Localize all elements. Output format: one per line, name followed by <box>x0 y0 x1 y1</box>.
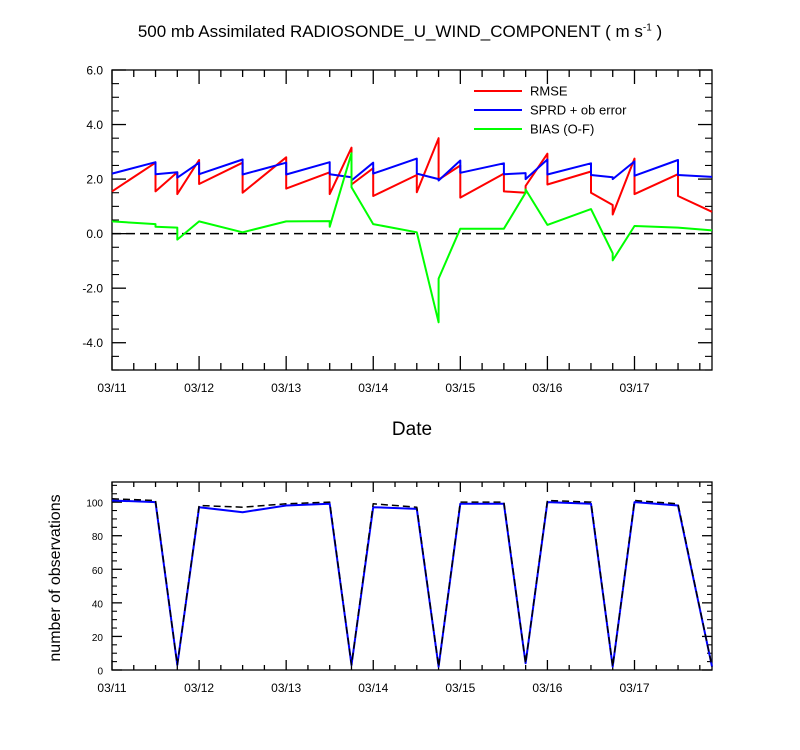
rmse-bias-plot-panel: 03/11 03/12 03/13 03/14 03/15 03/16 03/17 -4.0 -… <box>82 64 713 395</box>
x-tick-label: 03/12 <box>184 381 214 395</box>
legend-label: SPRD + ob error <box>530 103 627 118</box>
y-tick-label: 0.0 <box>86 227 103 241</box>
y-tick-label: -2.0 <box>82 282 103 296</box>
y-tick-label: -4.0 <box>82 336 103 350</box>
series-line-used-observations <box>111 499 713 668</box>
y-tick-label: 100 <box>86 499 103 510</box>
x-tick-label: 03/16 <box>532 381 562 395</box>
chart-title-main: 500 mb Assimilated RADIOSONDE_U_WIND_COM… <box>137 22 643 41</box>
legend-label: BIAS (O-F) <box>530 122 594 137</box>
y-tick-label: 20 <box>92 633 104 644</box>
x-tick-label: 03/12 <box>184 681 214 695</box>
x-tick-label: 03/11 <box>97 381 126 395</box>
series-line-rmse <box>111 137 713 216</box>
chart-title: 500 mb Assimilated RADIOSONDE_U_WIND_COM… <box>0 22 800 42</box>
x-tick-label: 03/17 <box>619 381 649 395</box>
y-tick-label: 2.0 <box>86 173 103 187</box>
x-tick-label: 03/13 <box>271 681 301 695</box>
y-tick-label: 4.0 <box>86 118 103 132</box>
x-tick-label: 03/14 <box>358 681 388 695</box>
observation-count-plot-panel: 03/11 03/12 03/13 03/14 03/15 03/16 03/17 0 20 40… <box>86 481 713 695</box>
x-tick-label: 03/15 <box>445 381 475 395</box>
chart-title-superscript: -1 <box>642 22 652 34</box>
y-axis-label-observations: number of observations <box>47 494 64 662</box>
legend-label: RMSE <box>530 84 568 99</box>
series-line-bias-o-f <box>111 152 713 324</box>
series-line-possible-observations <box>111 498 713 668</box>
y-tick-label: 0 <box>97 667 103 678</box>
x-tick-label: 03/14 <box>358 381 388 395</box>
series-line-sprd-ob-error <box>111 157 713 182</box>
y-tick-label: 60 <box>92 566 104 577</box>
plot-frame <box>111 481 713 671</box>
y-tick-label: 40 <box>92 599 104 610</box>
chart-title-tail: ) <box>651 22 663 41</box>
x-tick-label: 03/17 <box>619 681 649 695</box>
y-tick-label: 6.0 <box>86 64 103 78</box>
y-tick-label: 80 <box>92 532 104 543</box>
x-tick-label: 03/11 <box>97 681 126 695</box>
x-tick-label: 03/15 <box>445 681 475 695</box>
x-axis-label-date: Date <box>391 419 433 440</box>
x-tick-label: 03/13 <box>271 381 301 395</box>
x-tick-label: 03/16 <box>532 681 562 695</box>
